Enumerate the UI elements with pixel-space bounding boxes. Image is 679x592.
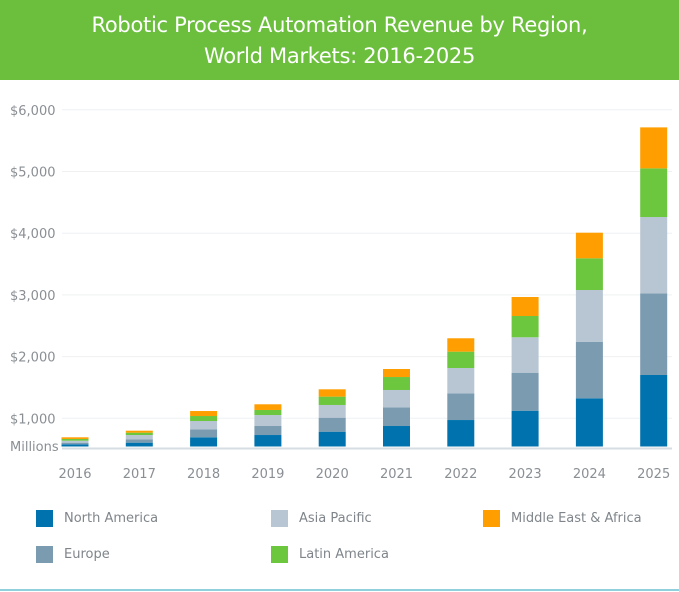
bar-segment-europe-2023 xyxy=(511,372,539,411)
bar-segment-europe-2021 xyxy=(383,407,410,427)
legend-label: Asia Pacific xyxy=(299,511,372,526)
y-tick-label: $2,000 xyxy=(10,351,56,366)
bar-segment-europe-2019 xyxy=(254,426,282,436)
bar-segment-north-america-2023 xyxy=(511,410,539,447)
stacked-bar-chart: $1,000 $2,000 $3,000 $4,000 $5,000 $6,000 201… xyxy=(10,104,672,480)
bar-segment-latin-america-2025 xyxy=(640,168,668,218)
bar-segment-asia-pacific-2025 xyxy=(640,217,668,294)
legend-label: Latin America xyxy=(299,547,389,562)
bar-segment-middle-east-africa-2024 xyxy=(575,232,603,259)
chart-title-line-1: Robotic Process Automation Revenue by Re… xyxy=(91,13,588,37)
bar-segment-asia-pacific-2020 xyxy=(318,404,346,418)
bar-segment-middle-east-africa-2016 xyxy=(61,437,89,439)
bar-segment-europe-2018 xyxy=(190,429,218,438)
bar-segment-north-america-2019 xyxy=(254,435,282,447)
legend-item-north-america: North America xyxy=(36,510,158,527)
bar-segment-north-america-2016 xyxy=(61,444,89,447)
legend-swatch xyxy=(483,510,500,527)
bar-segment-middle-east-africa-2025 xyxy=(640,127,668,169)
bar-segment-middle-east-africa-2021 xyxy=(383,369,410,378)
x-tick-label: 2022 xyxy=(444,467,477,480)
bar-segment-north-america-2024 xyxy=(575,398,603,447)
bar-segment-asia-pacific-2019 xyxy=(254,415,282,427)
bar-segment-europe-2016 xyxy=(61,442,89,445)
bar-segment-north-america-2022 xyxy=(447,420,475,447)
x-tick-label: 2016 xyxy=(58,467,91,480)
x-tick-label: 2023 xyxy=(509,467,542,480)
bar-segment-latin-america-2018 xyxy=(190,416,218,422)
x-tick-label: 2018 xyxy=(187,467,220,480)
x-tick-label: 2020 xyxy=(316,467,349,480)
bottom-border xyxy=(0,589,679,591)
legend-item-latin-america: Latin America xyxy=(271,546,389,563)
bar-segment-asia-pacific-2024 xyxy=(575,290,603,342)
y-tick-label: $6,000 xyxy=(10,104,56,119)
legend-item-asia-pacific: Asia Pacific xyxy=(271,510,372,527)
legend-label: North America xyxy=(64,511,159,526)
bar-segment-europe-2025 xyxy=(640,293,668,375)
x-tick-label: 2017 xyxy=(123,467,156,480)
y-tick-label: $5,000 xyxy=(10,166,56,181)
bar-segment-north-america-2020 xyxy=(318,431,346,447)
chart-title: Robotic Process Automation Revenue by Re… xyxy=(0,0,679,80)
bar-segment-middle-east-africa-2019 xyxy=(254,404,282,410)
bar-segment-north-america-2021 xyxy=(383,426,410,447)
x-tick-label: 2019 xyxy=(251,467,284,480)
y-axis-unit-label: Millions xyxy=(10,440,59,455)
bar-segment-asia-pacific-2021 xyxy=(383,389,410,408)
legend-item-middle-east-africa: Middle East & Africa xyxy=(483,510,642,527)
bar-segment-latin-america-2023 xyxy=(511,316,539,338)
x-tick-label: 2021 xyxy=(380,467,413,480)
y-tick-label: $3,000 xyxy=(10,289,56,304)
bar-segment-north-america-2018 xyxy=(190,437,218,447)
bar-segment-middle-east-africa-2023 xyxy=(511,296,539,317)
bar-segment-latin-america-2024 xyxy=(575,258,603,291)
bar-segment-latin-america-2022 xyxy=(447,351,475,369)
bar-segment-latin-america-2020 xyxy=(318,396,346,405)
legend-label: Europe xyxy=(64,547,110,562)
bar-segment-asia-pacific-2017 xyxy=(125,435,153,440)
bar-segment-latin-america-2019 xyxy=(254,409,282,416)
bar-segment-europe-2024 xyxy=(575,341,603,399)
chart-title-line-2: World Markets: 2016-2025 xyxy=(204,44,475,68)
bar-segment-asia-pacific-2016 xyxy=(61,440,89,443)
bar-segment-middle-east-africa-2020 xyxy=(318,389,346,397)
y-tick-label: $1,000 xyxy=(10,412,56,427)
y-tick-label: $4,000 xyxy=(10,227,56,242)
bar-segment-europe-2020 xyxy=(318,417,346,432)
legend-item-europe: Europe xyxy=(36,546,110,563)
bar-segment-asia-pacific-2023 xyxy=(511,337,539,373)
bar-segment-europe-2022 xyxy=(447,393,475,421)
bar-segment-latin-america-2017 xyxy=(125,432,153,436)
x-tick-label: 2024 xyxy=(573,467,606,480)
bar-segment-latin-america-2016 xyxy=(61,438,89,441)
legend-label: Middle East & Africa xyxy=(511,511,642,526)
legend-swatch xyxy=(36,510,53,527)
bar-segment-north-america-2017 xyxy=(125,442,153,447)
bar-segment-europe-2017 xyxy=(125,439,153,443)
legend-swatch xyxy=(36,546,53,563)
bar-segment-middle-east-africa-2018 xyxy=(190,411,218,417)
bar-segment-asia-pacific-2018 xyxy=(190,421,218,430)
bar-segment-middle-east-africa-2017 xyxy=(125,430,153,433)
legend-swatch xyxy=(271,546,288,563)
bar-segment-latin-america-2021 xyxy=(383,377,410,390)
x-tick-label: 2025 xyxy=(637,467,670,480)
legend-swatch xyxy=(271,510,288,527)
bar-segment-north-america-2025 xyxy=(640,374,668,447)
bar-segment-middle-east-africa-2022 xyxy=(447,338,475,352)
bar-segment-asia-pacific-2022 xyxy=(447,368,475,394)
